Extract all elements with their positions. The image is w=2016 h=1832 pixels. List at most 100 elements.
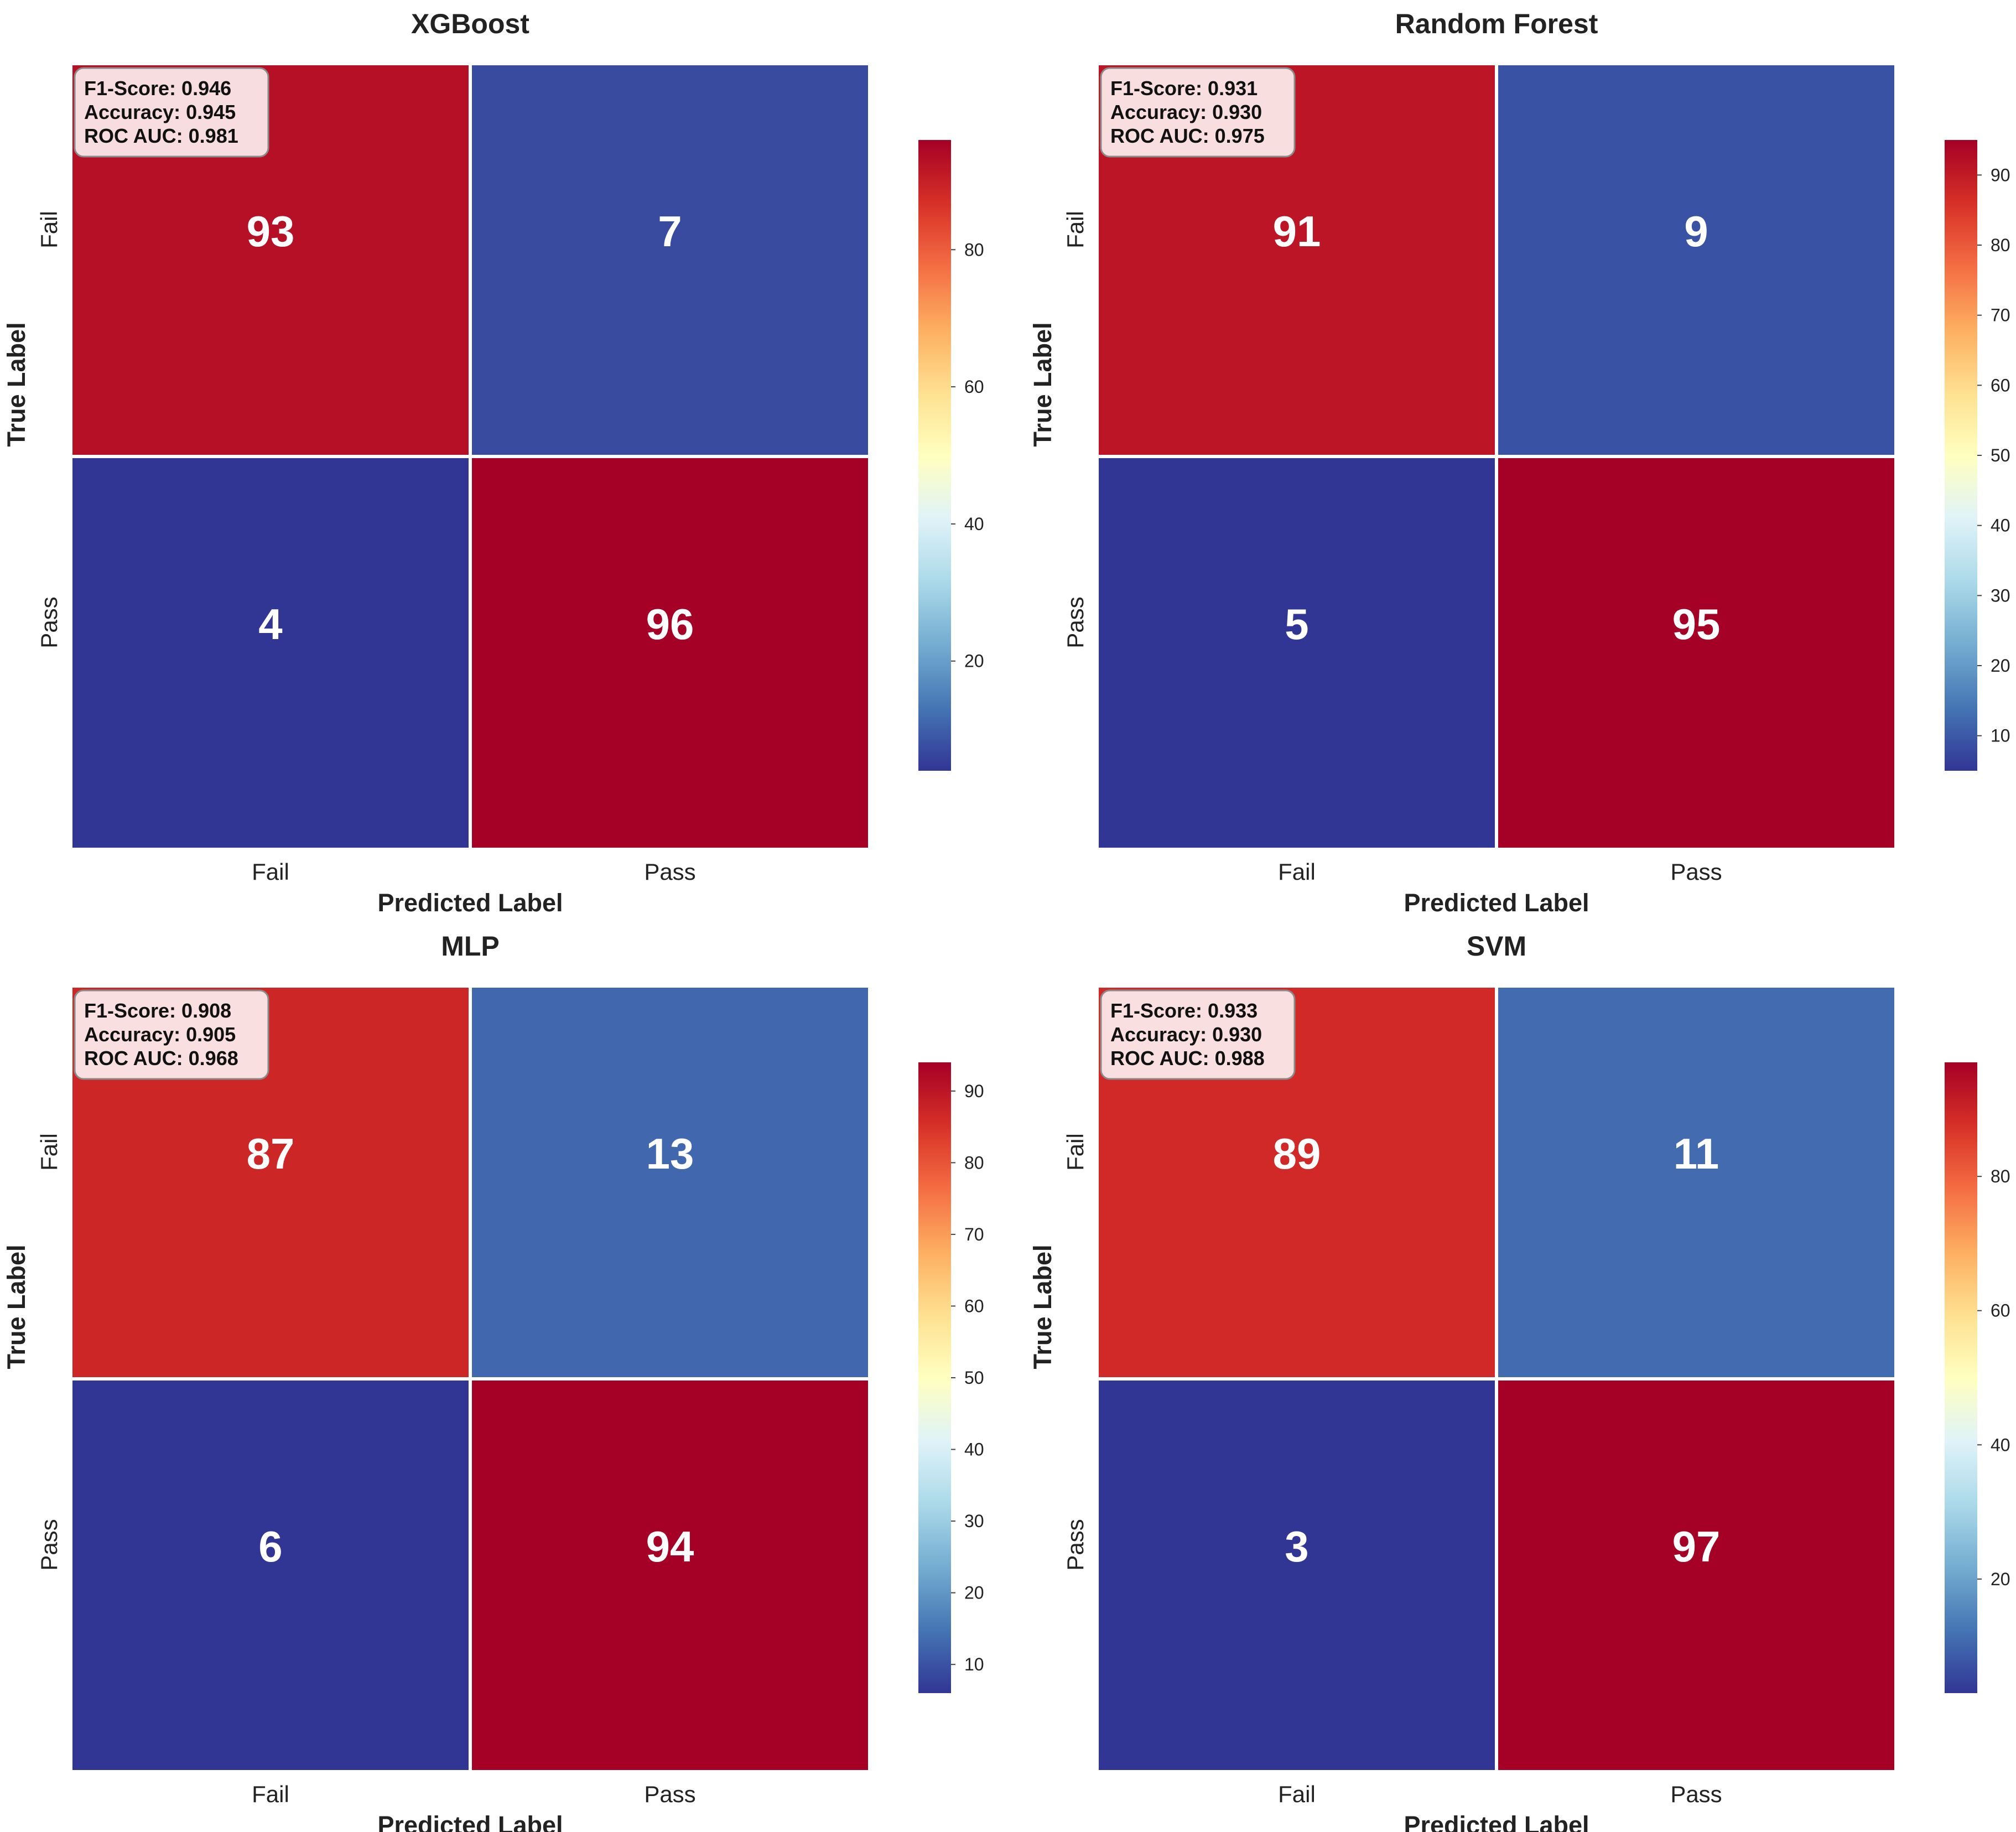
x-axis-label: Predicted Label — [1404, 1811, 1589, 1832]
colorbar-tick-label: 10 — [1991, 726, 2010, 746]
y-tick-label: Pass — [36, 1519, 62, 1570]
metric-line: F1-Score: 0.946 — [84, 77, 231, 100]
colorbar — [1945, 1062, 1977, 1693]
cell-value-label: 96 — [646, 600, 694, 648]
heatmap-cell — [1495, 455, 1898, 851]
heatmap-cell — [1495, 984, 1898, 1381]
colorbar-tick-label: 10 — [964, 1654, 984, 1674]
panel-3: SVM 89 11 3 97 Fail Pass Fail Pass Predicted Labe… — [1028, 931, 2010, 1832]
panel-title: SVM — [1467, 931, 1526, 962]
panel-title: MLP — [441, 931, 500, 962]
y-tick-label: Pass — [1062, 596, 1088, 648]
colorbar-tick-label: 20 — [1991, 656, 2010, 676]
heatmap-cell — [469, 62, 871, 458]
colorbar-tick-label: 40 — [1991, 1435, 2010, 1455]
metric-line: Accuracy: 0.930 — [1110, 1023, 1262, 1046]
colorbar-tick-label: 50 — [1991, 445, 2010, 465]
colorbar-tick-label: 20 — [1991, 1569, 2010, 1589]
metric-line: F1-Score: 0.908 — [84, 999, 231, 1022]
colorbar-tick-label: 20 — [964, 1583, 984, 1603]
x-tick-label: Fail — [252, 859, 289, 885]
colorbar-tick-label: 80 — [1991, 235, 2010, 255]
colorbar-tick-label: 40 — [964, 514, 984, 534]
colorbar-tick-label: 60 — [964, 377, 984, 397]
panel-title: Random Forest — [1395, 8, 1598, 39]
metrics-box — [1100, 67, 1296, 158]
colorbar-tick-label: 80 — [964, 240, 984, 260]
colorbar-tick-label: 40 — [1991, 516, 2010, 536]
colorbar-tick-label: 70 — [964, 1224, 984, 1244]
metric-line: ROC AUC: 0.968 — [84, 1047, 238, 1070]
heatmap-cell — [1095, 455, 1498, 851]
cell-value-label: 11 — [1674, 1129, 1719, 1178]
x-tick-label: Pass — [1670, 859, 1722, 885]
panel-2: MLP 87 13 6 94 Fail Pass Fail Pass Predicted Labe… — [2, 931, 984, 1832]
cell-value-label: 93 — [247, 207, 295, 256]
cell-value-label: 4 — [258, 600, 282, 648]
colorbar — [1945, 140, 1977, 771]
y-tick-label: Fail — [36, 1133, 62, 1171]
colorbar-tick-label: 90 — [964, 1081, 984, 1101]
cell-value-label: 13 — [646, 1129, 694, 1178]
x-axis-label: Predicted Label — [1404, 889, 1589, 917]
colorbar-tick-label: 60 — [1991, 1301, 2010, 1321]
heatmap-cell — [69, 455, 472, 851]
heatmap-cell — [469, 455, 871, 851]
cell-value-label: 89 — [1273, 1129, 1321, 1178]
cell-value-label: 6 — [258, 1522, 282, 1571]
colorbar — [918, 140, 951, 771]
metrics-box — [74, 67, 269, 158]
colorbar-tick-label: 20 — [964, 651, 984, 671]
y-tick-label: Pass — [1062, 1519, 1088, 1570]
cell-value-label: 3 — [1285, 1522, 1308, 1571]
metrics-box — [74, 989, 269, 1080]
y-axis-label: True Label — [2, 1244, 30, 1369]
heatmap-cell — [69, 1377, 472, 1773]
heatmap-cell — [1495, 1377, 1898, 1773]
cell-value-label: 7 — [658, 207, 682, 256]
colorbar-tick-label: 50 — [964, 1368, 984, 1388]
metric-line: F1-Score: 0.931 — [1110, 77, 1258, 100]
metric-line: F1-Score: 0.933 — [1110, 999, 1258, 1022]
x-tick-label: Pass — [1670, 1781, 1722, 1807]
x-axis-label: Predicted Label — [377, 889, 563, 917]
cell-value-label: 87 — [247, 1129, 295, 1178]
x-tick-label: Pass — [644, 1781, 695, 1807]
y-axis-label: True Label — [2, 322, 30, 447]
colorbar-tick-label: 30 — [1991, 585, 2010, 605]
metrics-box — [1100, 989, 1296, 1080]
colorbar-tick-label: 80 — [964, 1153, 984, 1172]
y-tick-label: Fail — [1062, 1133, 1088, 1171]
colorbar-tick-label: 30 — [964, 1511, 984, 1531]
metric-line: Accuracy: 0.905 — [84, 1023, 236, 1046]
colorbar-tick-label: 90 — [1991, 165, 2010, 185]
x-tick-label: Fail — [1278, 1781, 1316, 1807]
cell-value-label: 95 — [1672, 600, 1721, 648]
y-tick-label: Fail — [36, 211, 62, 248]
x-tick-label: Fail — [1278, 859, 1316, 885]
cell-value-label: 91 — [1273, 207, 1321, 256]
colorbar-tick-label: 60 — [1991, 375, 2010, 395]
y-axis-label: True Label — [1028, 322, 1057, 447]
cell-value-label: 9 — [1684, 207, 1708, 256]
colorbar-tick-label: 40 — [964, 1440, 984, 1460]
metric-line: ROC AUC: 0.975 — [1110, 124, 1265, 147]
cell-value-label: 94 — [646, 1522, 694, 1571]
x-tick-label: Fail — [252, 1781, 289, 1807]
colorbar-tick-label: 80 — [1991, 1166, 2010, 1186]
panel-title: XGBoost — [411, 8, 529, 39]
x-axis-label: Predicted Label — [377, 1811, 563, 1832]
metric-line: Accuracy: 0.930 — [1110, 101, 1262, 123]
y-axis-label: True Label — [1028, 1244, 1057, 1369]
metric-line: ROC AUC: 0.981 — [84, 124, 238, 147]
y-tick-label: Pass — [36, 596, 62, 648]
heatmap-cell — [469, 984, 871, 1381]
metric-line: Accuracy: 0.945 — [84, 101, 236, 123]
cell-value-label: 5 — [1285, 600, 1308, 648]
colorbar — [918, 1062, 951, 1693]
colorbar-tick-label: 60 — [964, 1296, 984, 1316]
heatmap-cell — [469, 1377, 871, 1773]
metric-line: ROC AUC: 0.988 — [1110, 1047, 1265, 1070]
